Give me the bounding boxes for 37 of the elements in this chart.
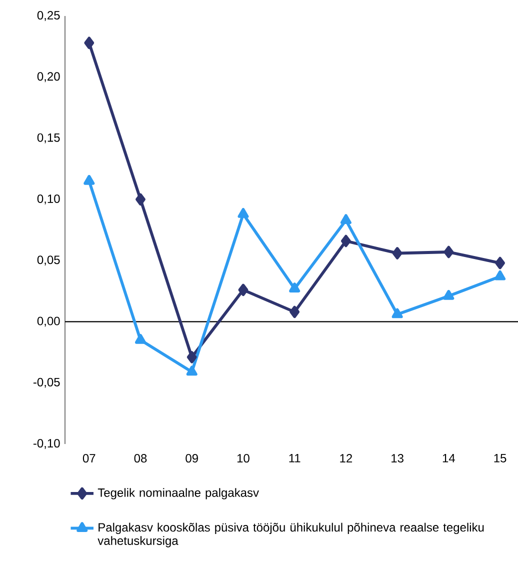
- point: [134, 334, 146, 344]
- point: [443, 290, 454, 300]
- x-tick-label: 11: [289, 454, 300, 462]
- x-tick-label: 09: [186, 454, 198, 463]
- point: [84, 174, 95, 185]
- point: [392, 308, 403, 318]
- y-tick-label: 0,20: [37, 72, 60, 82]
- point: [186, 351, 197, 364]
- point: [289, 282, 300, 292]
- point: [290, 306, 300, 318]
- point: [136, 193, 146, 206]
- legend-label: Tegelik nominaalne palgakasv: [98, 488, 259, 500]
- y-tick-label: -0,05: [33, 378, 60, 388]
- point: [340, 214, 352, 224]
- point: [494, 270, 506, 280]
- y-tick-label: 0,10: [37, 194, 60, 204]
- legend-label: Palgakasv kooskõlas püsiva tööjõu ühikukulul põhineva reaalse tegeliku vahetuskursiga: [98, 522, 484, 548]
- x-tick-label: 15: [494, 454, 506, 462]
- y-tick-label: 0,15: [37, 133, 60, 144]
- point: [495, 256, 505, 270]
- point: [392, 247, 402, 260]
- y-tick-label: 0,00: [37, 316, 60, 327]
- point: [84, 36, 94, 50]
- x-tick-label: 08: [134, 454, 147, 463]
- y-tick-label: 0,25: [37, 11, 60, 21]
- point: [444, 246, 454, 258]
- point: [340, 234, 351, 248]
- point: [238, 284, 248, 296]
- x-tick-label: 12: [340, 454, 352, 462]
- point: [186, 366, 198, 376]
- point: [238, 208, 249, 218]
- x-tick-label: 14: [442, 454, 455, 462]
- x-tick-label: 07: [82, 454, 96, 463]
- y-tick-label: -0,10: [33, 439, 60, 449]
- x-tick-label: 13: [392, 454, 404, 463]
- y-tick-label: 0,05: [37, 256, 60, 266]
- x-tick-label: 10: [237, 454, 250, 463]
